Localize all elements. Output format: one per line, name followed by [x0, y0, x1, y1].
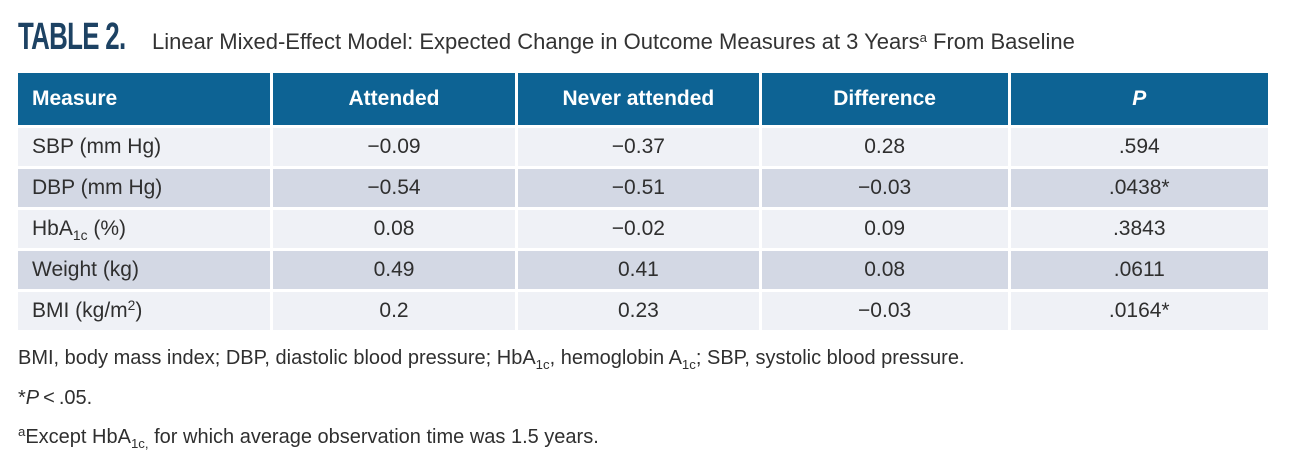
table-row-sbp: SBP (mm Hg) −0.09 −0.37 0.28 .594: [18, 125, 1268, 166]
table-row-dbp: DBP (mm Hg) −0.54 −0.51 −0.03 .0438*: [18, 166, 1268, 207]
footnote-abbreviations: BMI, body mass index; DBP, diastolic blo…: [18, 347, 965, 373]
p-value-cell: .0164*: [1010, 289, 1268, 330]
p-value-cell: .594: [1010, 125, 1268, 166]
difference-cell: −0.03: [761, 166, 1011, 207]
difference-cell: 0.09: [761, 207, 1011, 248]
attended-cell: 0.2: [273, 289, 518, 330]
p-value-cell: .0438*: [1010, 166, 1268, 207]
header-difference: Difference: [761, 73, 1011, 125]
table-label-wrap: TABLE 2.: [18, 16, 152, 59]
measure-cell: HbA1c (%): [18, 207, 273, 248]
header-never-attended: Never attended: [518, 73, 762, 125]
footnote-observation: aExcept HbA1c, for which average observa…: [18, 424, 599, 452]
measure-cell: BMI (kg/m2): [18, 289, 273, 330]
footnote-significance: *P < .05.: [18, 387, 93, 409]
table-row-hba1c: HbA1c (%) 0.08 −0.02 0.09 .3843: [18, 207, 1268, 248]
header-attended: Attended: [273, 73, 518, 125]
outcomes-table: Measure Attended Never attended Differen…: [18, 73, 1268, 330]
table-caption: TABLE 2. Linear Mixed-Effect Model: Expe…: [18, 16, 1280, 59]
measure-cell: Weight (kg): [18, 248, 273, 289]
header-measure: Measure: [18, 73, 273, 125]
never-attended-cell: −0.02: [518, 207, 762, 248]
never-attended-cell: −0.51: [518, 166, 762, 207]
never-attended-cell: −0.37: [518, 125, 762, 166]
footnotes: BMI, body mass index; DBP, diastolic blo…: [18, 347, 1280, 452]
attended-cell: −0.54: [273, 166, 518, 207]
measure-cell: SBP (mm Hg): [18, 125, 273, 166]
measure-cell: DBP (mm Hg): [18, 166, 273, 207]
attended-cell: 0.08: [273, 207, 518, 248]
header-row: Measure Attended Never attended Differen…: [18, 73, 1268, 125]
table-title: Linear Mixed-Effect Model: Expected Chan…: [152, 29, 1075, 55]
table-title-superscript: a: [919, 29, 927, 45]
table-title-after: From Baseline: [926, 29, 1075, 54]
never-attended-cell: 0.41: [518, 248, 762, 289]
difference-cell: 0.08: [761, 248, 1011, 289]
attended-cell: −0.09: [273, 125, 518, 166]
difference-cell: 0.28: [761, 125, 1011, 166]
difference-cell: −0.03: [761, 289, 1011, 330]
header-p-value: P: [1010, 73, 1268, 125]
table-label: TABLE 2.: [18, 16, 126, 58]
table-row-weight: Weight (kg) 0.49 0.41 0.08 .0611: [18, 248, 1268, 289]
attended-cell: 0.49: [273, 248, 518, 289]
table-row-bmi: BMI (kg/m2) 0.2 0.23 −0.03 .0164*: [18, 289, 1268, 330]
table-title-text: Linear Mixed-Effect Model: Expected Chan…: [152, 29, 920, 54]
p-value-cell: .0611: [1010, 248, 1268, 289]
never-attended-cell: 0.23: [518, 289, 762, 330]
p-value-cell: .3843: [1010, 207, 1268, 248]
